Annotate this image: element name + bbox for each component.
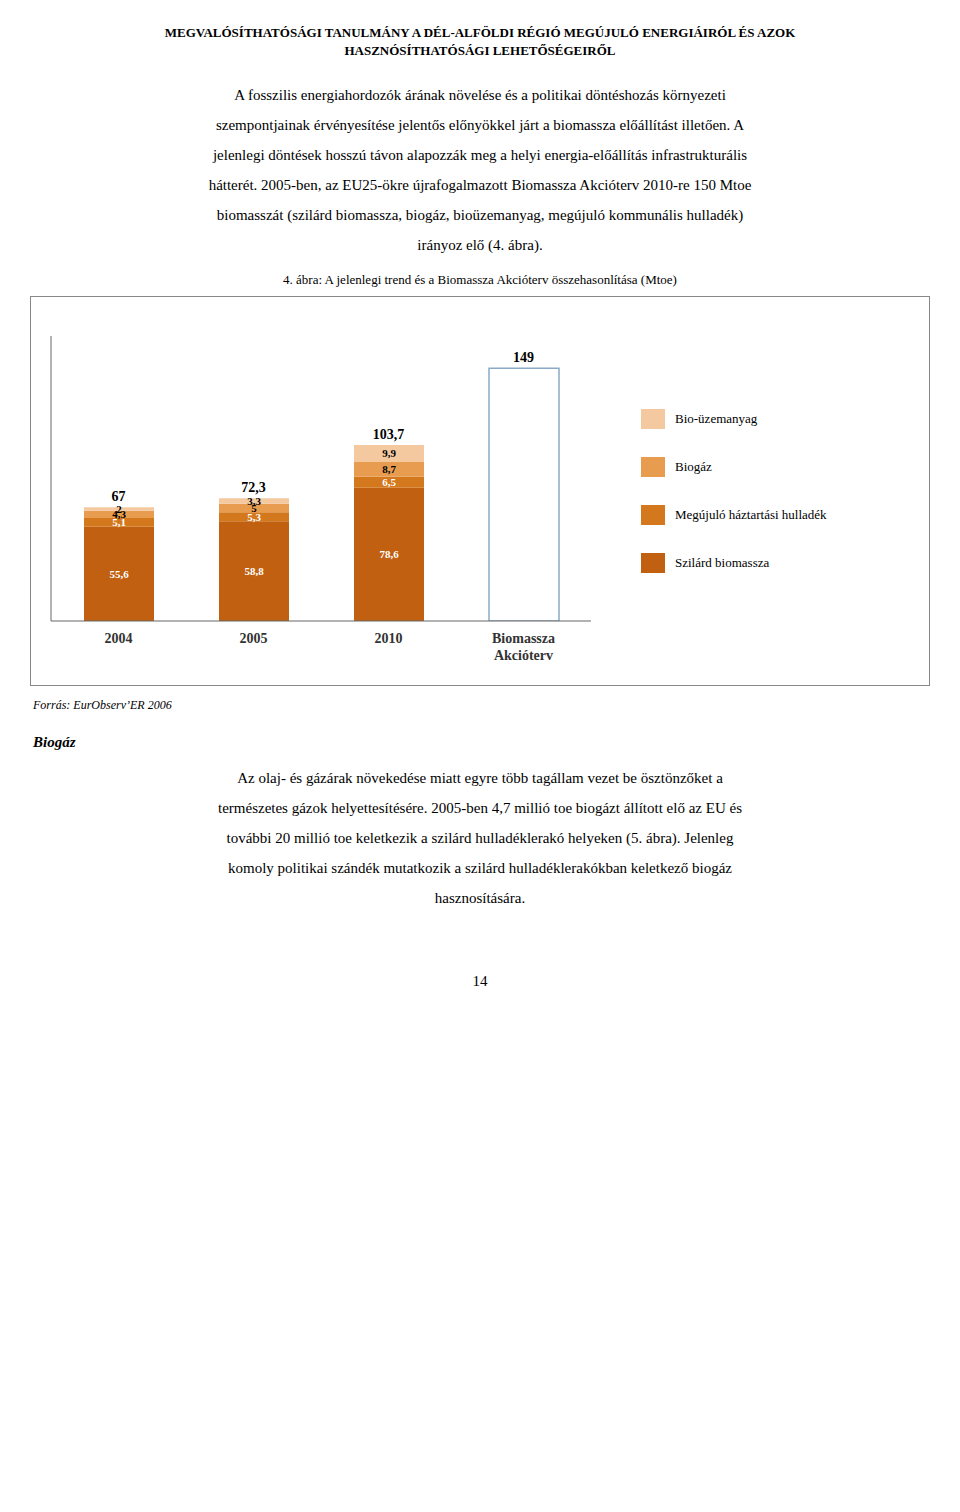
svg-text:72,3: 72,3: [241, 480, 266, 495]
html-text:Az olaj- és gázárak növekedése: Az olaj- és gázárak növekedése miatt egy…: [237, 770, 723, 786]
svg-text:5,1: 5,1: [112, 516, 126, 529]
html-text:MEGVALÓSÍTHATÓSÁGI TANULMÁNY A: MEGVALÓSÍTHATÓSÁGI TANULMÁNY A DÉL-ALFÖL…: [164, 25, 796, 40]
html-text:hasznosítására.: hasznosítására.: [434, 890, 526, 906]
html-text:jelenlegi döntések hosszú távo: jelenlegi döntések hosszú távon alapozzá…: [212, 147, 748, 163]
html-text:biomasszát (szilárd biomassza,: biomasszát (szilárd biomassza, biogáz, b…: [216, 207, 744, 223]
svg-text:55,6: 55,6: [109, 568, 129, 580]
html-text:Biogáz: Biogáz: [33, 734, 76, 750]
html-text:4. ábra: A jelenlegi trend és: 4. ábra: A jelenlegi trend és a Biomassz…: [283, 272, 677, 287]
html-text:természetes gázok helyettesíté: természetes gázok helyettesítésére. 2005…: [218, 800, 742, 816]
svg-text:149: 149: [513, 350, 534, 365]
svg-text:5,3: 5,3: [247, 510, 261, 523]
svg-text:58,8: 58,8: [244, 565, 264, 577]
svg-text:2004: 2004: [105, 631, 133, 646]
html-text:Bio-üzemanyag: Bio-üzemanyag: [675, 411, 758, 426]
svg-text:67: 67: [112, 489, 126, 504]
svg-text:2005: 2005: [240, 631, 268, 646]
html-text:Biogáz: Biogáz: [675, 459, 712, 474]
html-text:Szilárd biomassza: Szilárd biomassza: [675, 555, 770, 570]
html-text:Megújuló háztartási hulladék: Megújuló háztartási hulladék: [675, 507, 827, 522]
html-text:Forrás: EurObserv’ER 2006: Forrás: EurObserv’ER 2006: [33, 698, 172, 712]
html-text:HASZNÓSÍTHATÓSÁGI LEHETŐSÉGEIR: HASZNÓSÍTHATÓSÁGI LEHETŐSÉGEIRŐL: [344, 43, 616, 58]
html-text:komoly politikai szándék mutat: komoly politikai szándék mutatkozik a sz…: [228, 860, 732, 876]
svg-text:6,5: 6,5: [382, 476, 396, 488]
html-text:14: 14: [472, 973, 488, 989]
svg-text:2010: 2010: [375, 631, 403, 646]
svg-text:9,9: 9,9: [382, 447, 396, 459]
html-text:hátterét. 2005-ben, az EU25-ök: hátterét. 2005-ben, az EU25-ökre újrafog…: [208, 177, 752, 193]
svg-text:2: 2: [116, 503, 122, 515]
svg-text:4,3: 4,3: [112, 508, 126, 521]
html-text:szempontjainak érvényesítése j: szempontjainak érvényesítése jelentős el…: [215, 117, 745, 133]
html-text:irányoz elő (4. ábra).: irányoz elő (4. ábra).: [417, 237, 543, 253]
svg-text:5: 5: [251, 502, 257, 514]
svg-text:78,6: 78,6: [379, 548, 399, 560]
html-text:további 20 millió toe keletkez: további 20 millió toe keletkezik a szilá…: [226, 830, 734, 846]
html-text:A fosszilis energiahordozók ár: A fosszilis energiahordozók árának növel…: [234, 87, 726, 103]
svg-text:3,3: 3,3: [247, 495, 261, 507]
svg-text:BiomasszaAkcióterv: BiomasszaAkcióterv: [492, 631, 555, 663]
svg-text:8,7: 8,7: [382, 463, 396, 475]
svg-text:103,7: 103,7: [373, 427, 405, 442]
